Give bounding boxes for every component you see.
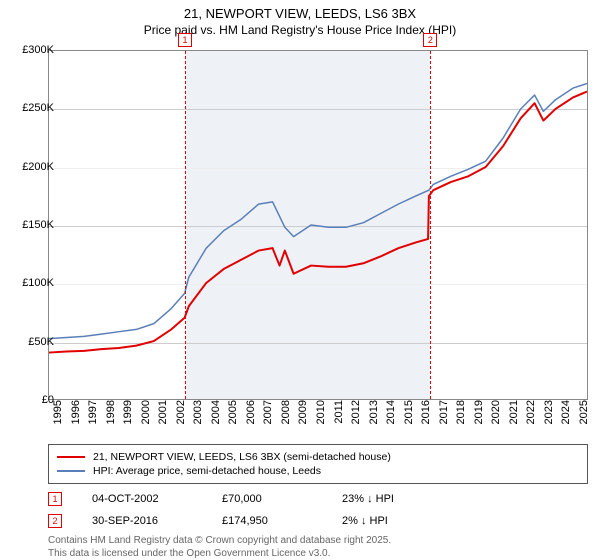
chart-container: 21, NEWPORT VIEW, LEEDS, LS6 3BX Price p… bbox=[0, 0, 600, 560]
x-tick-label: 2020 bbox=[490, 400, 502, 440]
x-tick-label: 1996 bbox=[70, 400, 82, 440]
title-address: 21, NEWPORT VIEW, LEEDS, LS6 3BX bbox=[0, 6, 600, 21]
sale-marker-box: 1 bbox=[48, 492, 62, 506]
x-tick-label: 2025 bbox=[578, 400, 590, 440]
sale-date: 04-OCT-2002 bbox=[92, 493, 192, 505]
y-tick-label: £100K bbox=[22, 277, 54, 289]
x-tick-label: 1998 bbox=[105, 400, 117, 440]
legend-label-hpi: HPI: Average price, semi-detached house,… bbox=[93, 465, 321, 477]
x-tick-label: 2002 bbox=[175, 400, 187, 440]
y-tick-label: £300K bbox=[22, 44, 54, 56]
x-tick-label: 2019 bbox=[473, 400, 485, 440]
x-tick-label: 1999 bbox=[122, 400, 134, 440]
chart-titles: 21, NEWPORT VIEW, LEEDS, LS6 3BX Price p… bbox=[0, 0, 600, 37]
x-tick-label: 2000 bbox=[140, 400, 152, 440]
x-tick-label: 2003 bbox=[192, 400, 204, 440]
chart-svg bbox=[49, 51, 587, 399]
x-tick-label: 2018 bbox=[455, 400, 467, 440]
sale-price: £70,000 bbox=[222, 493, 312, 505]
x-tick-label: 2005 bbox=[227, 400, 239, 440]
legend-row-paid: 21, NEWPORT VIEW, LEEDS, LS6 3BX (semi-d… bbox=[57, 451, 579, 463]
x-tick-label: 2010 bbox=[315, 400, 327, 440]
x-tick-label: 2015 bbox=[403, 400, 415, 440]
sale-marker-2: 2 bbox=[423, 33, 437, 47]
x-tick-label: 2024 bbox=[560, 400, 572, 440]
y-tick-label: £150K bbox=[22, 219, 54, 231]
sale-marker-box: 2 bbox=[48, 514, 62, 528]
legend-box: 21, NEWPORT VIEW, LEEDS, LS6 3BX (semi-d… bbox=[48, 444, 588, 484]
legend-swatch-paid bbox=[57, 456, 85, 458]
y-tick-label: £50K bbox=[28, 336, 54, 348]
x-tick-label: 2012 bbox=[350, 400, 362, 440]
x-tick-label: 2011 bbox=[333, 400, 345, 440]
sale-price: £174,950 bbox=[222, 515, 312, 527]
footnote: Contains HM Land Registry data © Crown c… bbox=[48, 534, 588, 560]
x-tick-label: 2023 bbox=[543, 400, 555, 440]
sale-row-2: 2 30-SEP-2016 £174,950 2% ↓ HPI bbox=[48, 514, 588, 528]
sale-delta: 23% ↓ HPI bbox=[342, 493, 394, 505]
x-tick-label: 2021 bbox=[508, 400, 520, 440]
x-tick-label: 2006 bbox=[245, 400, 257, 440]
x-tick-label: 2007 bbox=[262, 400, 274, 440]
title-subtitle: Price paid vs. HM Land Registry's House … bbox=[0, 23, 600, 37]
sale-date: 30-SEP-2016 bbox=[92, 515, 192, 527]
sale-delta: 2% ↓ HPI bbox=[342, 515, 388, 527]
x-tick-label: 2017 bbox=[438, 400, 450, 440]
sale-marker-1: 1 bbox=[178, 33, 192, 47]
x-tick-label: 2013 bbox=[368, 400, 380, 440]
y-tick-label: £250K bbox=[22, 102, 54, 114]
plot-area: 12 bbox=[48, 50, 588, 400]
legend-swatch-hpi bbox=[57, 470, 85, 472]
x-tick-label: 2001 bbox=[157, 400, 169, 440]
legend-label-paid: 21, NEWPORT VIEW, LEEDS, LS6 3BX (semi-d… bbox=[93, 451, 391, 463]
x-tick-label: 1995 bbox=[52, 400, 64, 440]
legend-row-hpi: HPI: Average price, semi-detached house,… bbox=[57, 465, 579, 477]
x-tick-label: 2004 bbox=[210, 400, 222, 440]
x-tick-label: 2014 bbox=[385, 400, 397, 440]
y-tick-label: £200K bbox=[22, 161, 54, 173]
sales-list: 1 04-OCT-2002 £70,000 23% ↓ HPI 2 30-SEP-2016… bbox=[48, 492, 588, 528]
x-tick-label: 2016 bbox=[420, 400, 432, 440]
x-tick-label: 2009 bbox=[297, 400, 309, 440]
legend-and-footer: 21, NEWPORT VIEW, LEEDS, LS6 3BX (semi-d… bbox=[48, 444, 588, 560]
sale-row-1: 1 04-OCT-2002 £70,000 23% ↓ HPI bbox=[48, 492, 588, 506]
footnote-line1: Contains HM Land Registry data © Crown c… bbox=[48, 534, 588, 547]
x-tick-label: 1997 bbox=[87, 400, 99, 440]
x-tick-label: 2022 bbox=[525, 400, 537, 440]
footnote-line2: This data is licensed under the Open Gov… bbox=[48, 547, 588, 560]
x-tick-label: 2008 bbox=[280, 400, 292, 440]
